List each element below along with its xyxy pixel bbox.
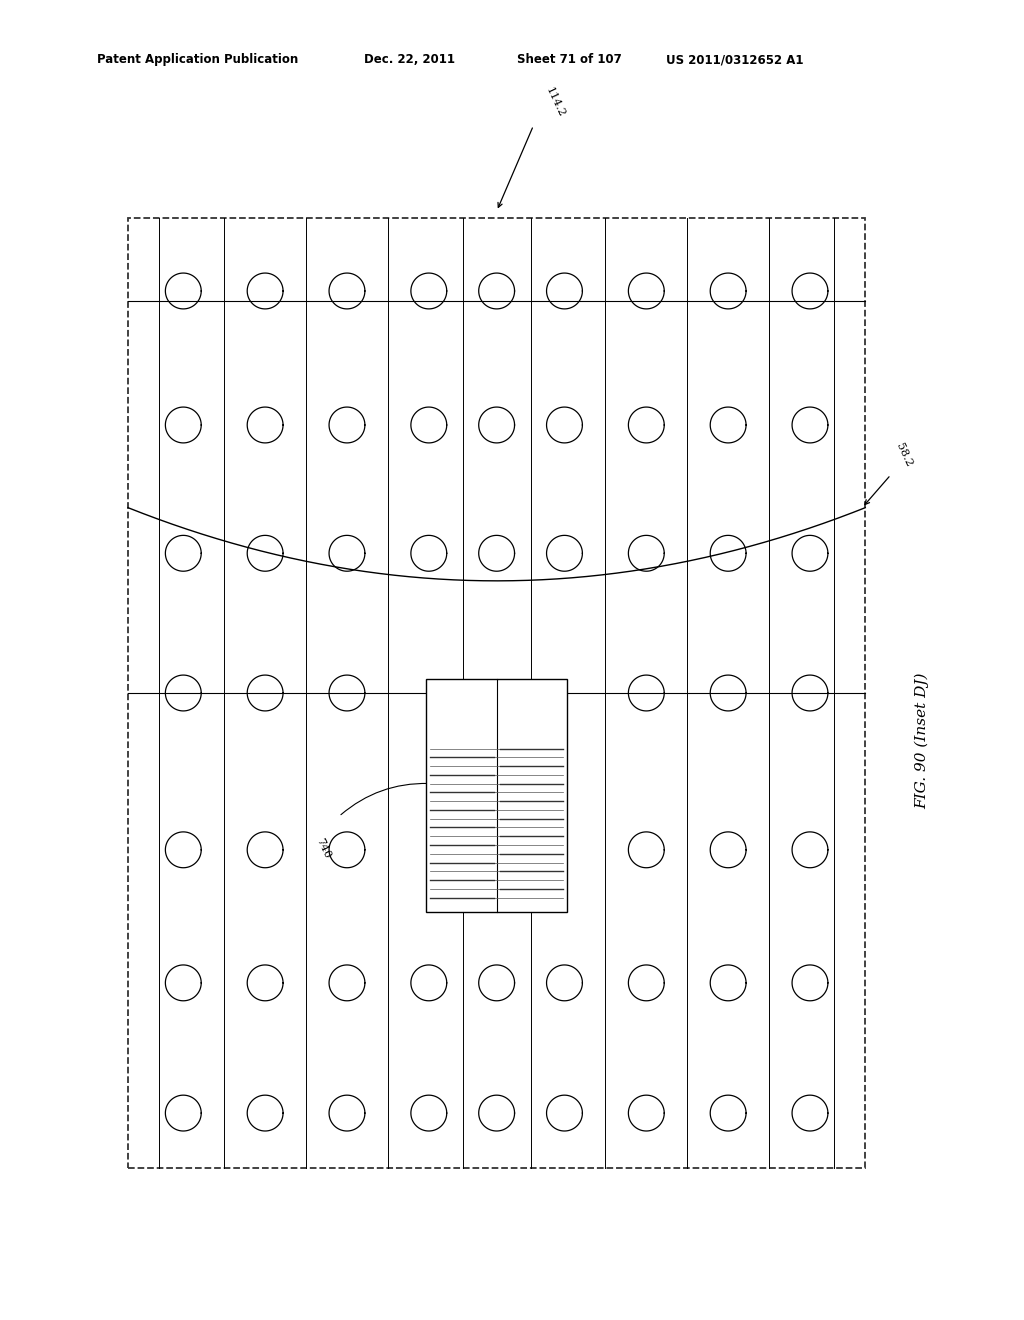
Bar [128,218,865,1168]
Text: 114.2: 114.2 [544,86,566,119]
Text: 740: 740 [314,837,333,859]
Text: Patent Application Publication: Patent Application Publication [97,53,299,66]
Text: US 2011/0312652 A1: US 2011/0312652 A1 [666,53,803,66]
Bar [426,678,567,912]
Text: 58.2: 58.2 [894,441,913,469]
Text: FIG. 90 (Inset DJ): FIG. 90 (Inset DJ) [914,672,929,809]
Text: Dec. 22, 2011: Dec. 22, 2011 [364,53,455,66]
Text: Sheet 71 of 107: Sheet 71 of 107 [517,53,622,66]
